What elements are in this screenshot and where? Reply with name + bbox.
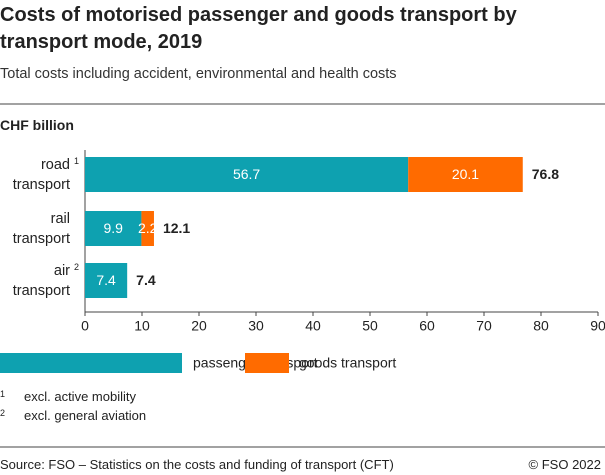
- footnote-text: excl. active mobility: [24, 389, 136, 404]
- total-label: 7.4: [136, 272, 156, 288]
- value-label: 9.9: [103, 220, 123, 236]
- x-tick-label: 90: [590, 318, 605, 334]
- x-tick-label: 30: [248, 318, 264, 334]
- footnote: 1 excl. active mobility: [0, 389, 136, 404]
- bar: [408, 157, 523, 192]
- value-label: 2.2: [138, 220, 158, 236]
- legend-swatch: [245, 353, 289, 373]
- chart-title: Costs of motorised passenger and goods t…: [0, 4, 517, 53]
- x-tick-label: 60: [419, 318, 435, 334]
- category-label: air transport 2: [0, 261, 79, 301]
- x-tick-label: 0: [81, 318, 89, 334]
- value-label: 56.7: [233, 166, 260, 182]
- x-tick-label: 80: [533, 318, 549, 334]
- x-tick-label: 70: [476, 318, 492, 334]
- category-text: air transport 2: [8, 261, 79, 301]
- copyright: © FSO 2022: [528, 457, 601, 472]
- legend-label: goods transport: [299, 355, 396, 371]
- x-tick-label: 50: [362, 318, 378, 334]
- footnote-mark: 2: [0, 408, 6, 418]
- value-label: 7.4: [96, 272, 116, 288]
- footnote-mark: 1: [73, 156, 79, 166]
- category-label: rail transport: [0, 209, 70, 249]
- value-label: 20.1: [452, 166, 479, 182]
- bar: [85, 263, 128, 298]
- footnote-mark: 2: [73, 262, 79, 272]
- total-label: 76.8: [532, 166, 559, 182]
- bar: [85, 211, 142, 246]
- unit-label: CHF billion: [0, 117, 74, 133]
- x-tick-label: 20: [191, 318, 207, 334]
- category-label: road transport 1: [0, 155, 79, 195]
- category-text: road transport 1: [8, 155, 79, 195]
- subtitle: Total costs including accident, environm…: [0, 66, 397, 82]
- footnote-text: excl. general aviation: [24, 408, 147, 423]
- legend-swatch: [0, 353, 182, 373]
- x-tick-label: 10: [134, 318, 150, 334]
- bar: [85, 157, 409, 192]
- total-label: 12.1: [163, 220, 190, 236]
- source: Source: FSO – Statistics on the costs an…: [0, 457, 394, 472]
- footnote-mark: 1: [0, 389, 6, 399]
- footnote: 2 excl. general aviation: [0, 408, 146, 423]
- x-tick-label: 40: [305, 318, 321, 334]
- bar: [141, 211, 154, 246]
- category-text: rail transport: [12, 211, 70, 247]
